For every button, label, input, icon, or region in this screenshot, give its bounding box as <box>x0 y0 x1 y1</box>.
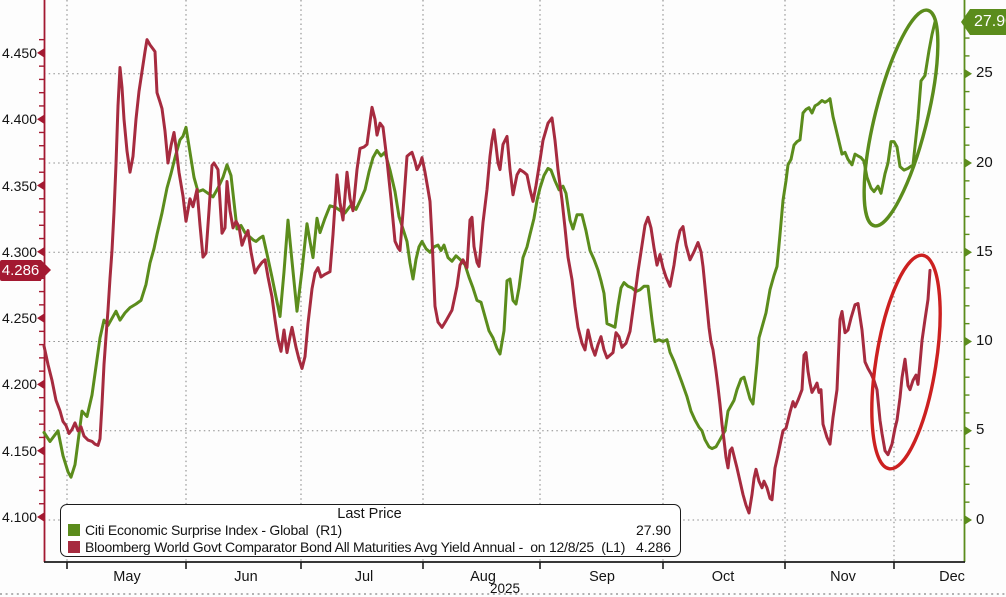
x-axis-year-label: 2025 <box>489 581 521 596</box>
left-tick-arrow-icon <box>37 313 44 323</box>
badge-arrow-icon <box>961 8 970 35</box>
legend-row-citi[interactable]: Citi Economic Surprise Index - Global (R… <box>68 522 671 539</box>
legend-label: Citi Economic Surprise Index - Global (R… <box>85 522 342 538</box>
legend-value: 27.90 <box>635 522 671 538</box>
bond-yield-line[interactable] <box>42 38 932 515</box>
right-tick-arrow-icon <box>965 69 972 79</box>
x-axis-month-label: Aug <box>470 569 496 585</box>
badge-arrow-icon <box>41 259 51 280</box>
left-tick-arrow-icon <box>37 247 44 257</box>
left-tick-arrow-icon <box>37 48 44 58</box>
right-axis-tick-label: 20 <box>976 153 993 171</box>
x-axis-month-label: Sep <box>589 569 615 585</box>
left-axis-tick-label: 4.250 <box>1 310 37 327</box>
legend-title: Last Price <box>337 506 402 522</box>
left-axis-tick-label: 4.300 <box>1 243 37 260</box>
left-tick-arrow-icon <box>37 114 44 124</box>
highlight-ellipse-annotation <box>862 8 940 228</box>
right-tick-arrow-icon <box>965 426 972 436</box>
right-tick-arrow-icon <box>965 337 972 346</box>
right-axis-last-price-badge: 27.90 <box>961 8 1006 35</box>
legend-box: Last Price Citi Economic Surprise Index … <box>60 504 681 557</box>
right-axis-tick-label: 0 <box>976 510 985 528</box>
right-axis-tick-label: 10 <box>976 332 993 349</box>
left-axis-tick-label: 4.100 <box>1 509 37 525</box>
x-axis-month-label: Dec <box>939 569 965 585</box>
citi-surprise-line[interactable] <box>42 20 937 479</box>
right-axis-tick-label: 25 <box>976 64 993 82</box>
right-last-price-value: 27.90 <box>970 8 1006 35</box>
citi-series-swatch-icon <box>68 524 80 537</box>
left-axis-tick-label: 4.350 <box>1 177 37 194</box>
left-axis-tick-label: 4.450 <box>1 44 37 61</box>
left-axis-last-price-badge: 4.286 <box>0 259 51 281</box>
left-tick-arrow-icon <box>37 512 44 522</box>
x-axis-month-label: May <box>113 569 141 585</box>
left-tick-arrow-icon <box>37 379 44 389</box>
left-tick-arrow-icon <box>37 181 44 190</box>
x-axis-month-label: Jul <box>354 569 374 585</box>
x-axis-month-label: Nov <box>830 569 856 585</box>
left-last-price-value: 4.286 <box>0 259 41 281</box>
right-tick-arrow-icon <box>965 515 972 525</box>
left-tick-arrow-icon <box>37 446 44 456</box>
legend-row-bloomberg-yield[interactable]: Bloomberg World Govt Comparator Bond All… <box>68 539 671 556</box>
legend-value: 4.286 <box>635 538 671 555</box>
left-axis-tick-label: 4.200 <box>1 376 37 393</box>
x-axis-month-label: Oct <box>711 569 735 585</box>
left-axis-tick-label: 4.400 <box>1 111 37 128</box>
right-tick-arrow-icon <box>965 158 972 168</box>
yield-series-swatch-icon <box>68 540 80 553</box>
left-axis-tick-label: 4.150 <box>1 442 37 459</box>
x-axis-month-label: Jun <box>234 569 258 585</box>
right-tick-arrow-icon <box>965 247 972 257</box>
right-axis-tick-label: 15 <box>976 242 993 260</box>
right-axis-tick-label: 5 <box>976 421 985 439</box>
legend-label: Bloomberg World Govt Comparator Bond All… <box>85 538 626 555</box>
highlight-ellipse-annotation <box>870 253 942 471</box>
